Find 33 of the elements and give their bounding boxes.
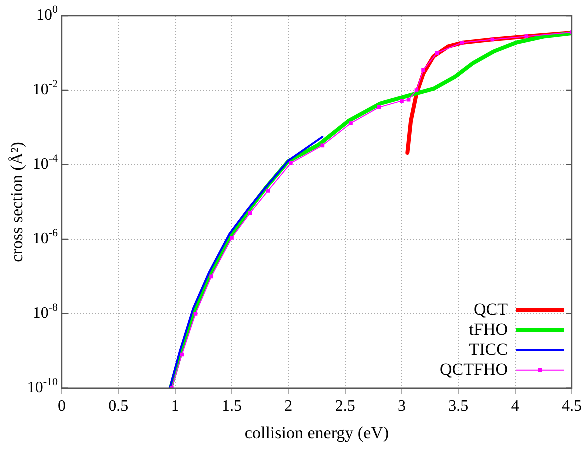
point [248,211,252,216]
legend-label: TICC [469,340,508,359]
x-tick-label: 0 [58,398,66,416]
point [289,162,293,166]
legend-label: QCT [474,300,509,319]
point [400,99,404,103]
point [180,352,184,357]
point [194,312,198,316]
point [349,122,353,126]
point [230,236,234,240]
point [266,189,270,193]
point [460,40,464,45]
point [414,88,419,92]
point [210,274,214,279]
y-axis-title: cross section (Å²) [7,142,26,262]
legend-label: QCTFHO [440,360,508,379]
point [524,34,529,38]
x-tick-label: 2.5 [335,398,356,416]
point [435,51,440,56]
x-tick-label: 1.5 [222,398,242,416]
x-tick-label: 4.5 [562,398,582,416]
point [406,98,411,102]
x-tick-label: 3.5 [448,398,469,416]
legend-label: tFHO [469,320,508,339]
x-tick-label: 3 [398,398,406,416]
point [377,106,382,110]
x-axis-title: collision energy (eV) [244,423,390,442]
x-tick-label: 4 [511,398,520,416]
x-tick-label: 0.5 [108,398,129,416]
point [422,68,426,72]
x-tick-label: 2 [284,398,293,416]
x-tick-label: 1 [171,398,180,416]
point [320,144,325,148]
